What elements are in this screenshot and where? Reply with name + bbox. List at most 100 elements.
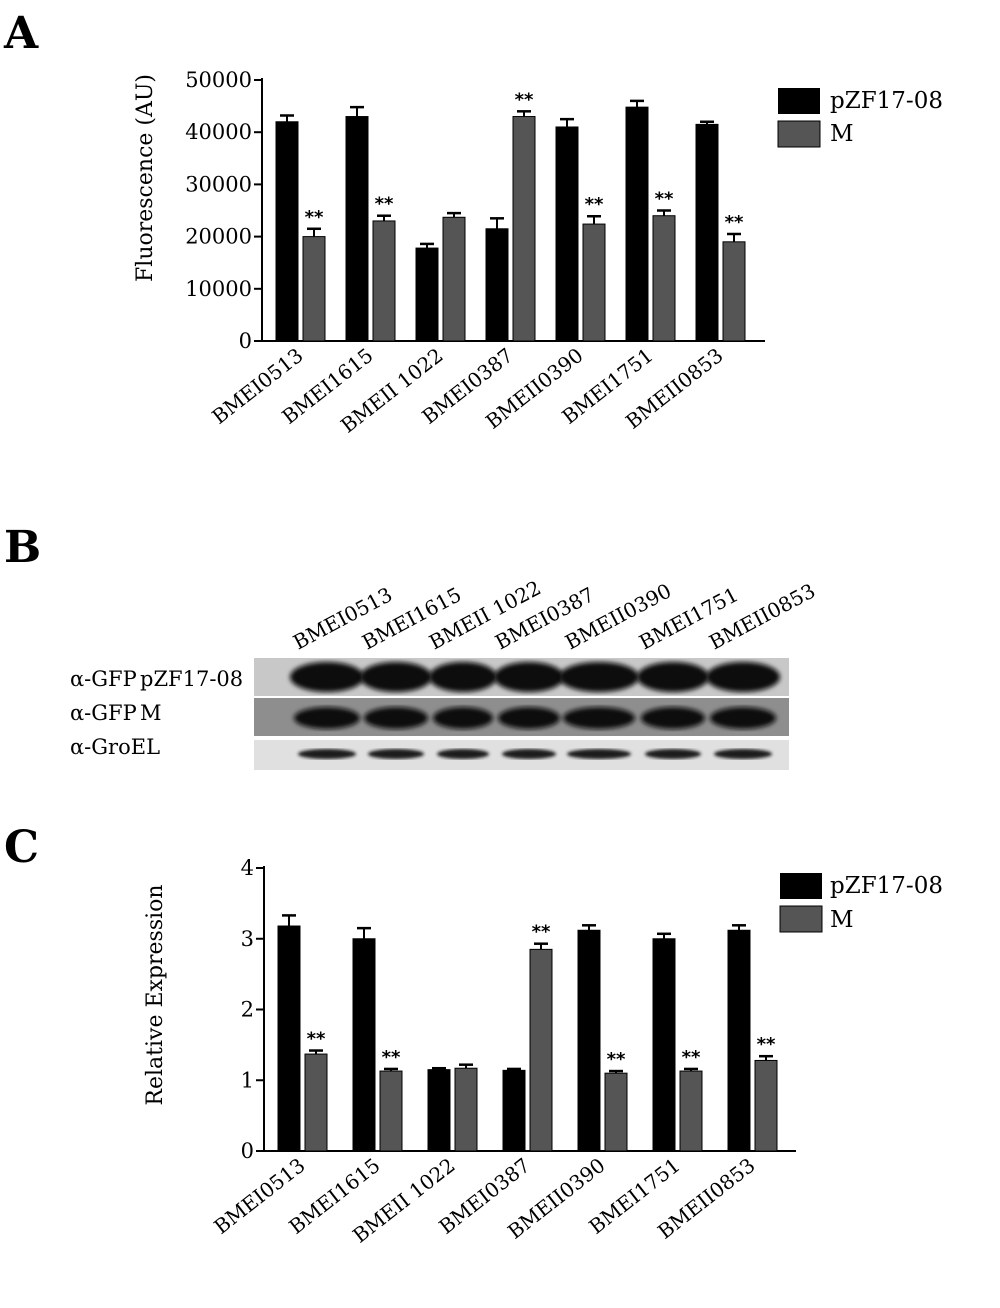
bar-pzf17-08-bmei1751 [652, 938, 676, 1152]
blot-row-3-antibody: α-GroEL [70, 735, 160, 759]
blot-band-groel-bmeii0390 [567, 749, 631, 759]
significance-marker: ** [305, 207, 324, 228]
y-tick-label: 3 [241, 927, 254, 951]
significance-marker: ** [725, 212, 744, 233]
significance-marker: ** [757, 1034, 776, 1055]
panel-letter-c: C [4, 822, 39, 873]
bar-m-bmei1615 [372, 220, 396, 342]
bar-m-bmeii0390 [604, 1072, 628, 1152]
blot-band-pzf17-08-bmei1615 [360, 662, 432, 692]
y-tick-label: 0 [241, 1139, 254, 1163]
bar-pzf17-08-bmei1751 [625, 106, 649, 342]
blot-row-1-sample: pZF17-08 [140, 667, 243, 691]
bar-pzf17-08-bmeii-1022 [427, 1069, 451, 1152]
blot-row-2-antibody: α-GFP [70, 701, 137, 725]
legend-swatch-pzf17-08 [780, 873, 822, 899]
significance-marker: ** [307, 1029, 326, 1050]
blot-band-pzf17-08-bmei1751 [637, 662, 709, 692]
blot-band-m-bmeii0390 [563, 707, 635, 729]
chart-c: Relative Expression 0 1 2 3 4 ** ** ** ** ** ** B… [143, 856, 943, 1248]
significance-marker: ** [382, 1047, 401, 1068]
blot-band-m-bmeii-1022 [433, 707, 493, 729]
bar-pzf17-08-bmeii0390 [577, 929, 601, 1152]
chart-c-legend: pZF17-08 M [779, 873, 943, 933]
bar-m-bmeii-1022 [442, 216, 466, 342]
bar-m-bmei1751 [652, 215, 676, 342]
blot-band-m-bmei0387 [498, 707, 560, 729]
significance-marker: ** [585, 194, 604, 215]
blot-band-groel-bmeii0853 [714, 749, 772, 759]
chart-a-axes: 0 10000 20000 30000 40000 50000 [185, 68, 765, 353]
bar-pzf17-08-bmei1615 [352, 938, 376, 1152]
bar-m-bmeii0853 [754, 1059, 778, 1152]
chart-c-y-axis-title: Relative Expression [143, 884, 168, 1105]
blot-band-pzf17-08-bmei0387 [494, 662, 564, 692]
legend-label-m: M [830, 907, 854, 933]
panel-letter-b: B [4, 522, 41, 573]
blot-bands [290, 662, 780, 759]
blot-band-groel-bmei1751 [645, 749, 701, 759]
significance-marker: ** [515, 89, 534, 110]
significance-marker: ** [655, 189, 674, 210]
bar-pzf17-08-bmeii0853 [695, 123, 719, 342]
bar-m-bmeii-1022 [454, 1067, 478, 1152]
significance-marker: ** [532, 922, 551, 943]
significance-marker: ** [375, 194, 394, 215]
blot-band-groel-bmei0387 [502, 749, 556, 759]
significance-marker: ** [682, 1047, 701, 1068]
legend-swatch-m [779, 905, 823, 933]
blot-band-m-bmei1751 [641, 707, 705, 729]
legend-label-m: M [830, 121, 854, 147]
bar-pzf17-08-bmeii-1022 [415, 247, 439, 342]
blot-band-pzf17-08-bmeii0853 [706, 662, 780, 692]
blot-band-groel-bmei1615 [368, 749, 424, 759]
chart-c-bars: ** ** ** ** ** ** [277, 914, 778, 1152]
chart-a: Fluorescence (AU) 0 10000 20000 30000 40000 5… [133, 68, 943, 438]
bar-pzf17-08-bmei0513 [277, 925, 301, 1152]
bar-m-bmei0513 [304, 1053, 328, 1152]
blot-band-pzf17-08-bmeii-1022 [429, 662, 497, 692]
bar-pzf17-08-bmeii0390 [555, 126, 579, 342]
blot-row-2-sample: M [140, 701, 162, 725]
y-tick-label: 10000 [185, 277, 252, 301]
blot-band-m-bmeii0853 [710, 707, 776, 729]
y-tick-label: 20000 [185, 225, 252, 249]
legend-swatch-m [777, 120, 821, 148]
bar-m-bmei1615 [379, 1070, 403, 1152]
bar-m-bmei0387 [512, 116, 536, 342]
blot-band-m-bmei1615 [364, 707, 428, 729]
panel-letter-a: A [3, 8, 39, 59]
blot-band-pzf17-08-bmeii0390 [559, 662, 639, 692]
y-tick-label: 50000 [185, 68, 252, 92]
bar-m-bmei0513 [302, 236, 326, 342]
y-tick-label: 0 [239, 329, 252, 353]
blot-band-groel-bmeii-1022 [437, 749, 489, 759]
legend-label-pzf17-08: pZF17-08 [830, 873, 943, 899]
blot-band-pzf17-08-bmei0513 [290, 662, 364, 692]
chart-a-y-axis-title: Fluorescence (AU) [133, 74, 158, 282]
bar-pzf17-08-bmei0387 [502, 1069, 526, 1152]
bar-m-bmei0387 [529, 948, 553, 1152]
bar-pzf17-08-bmei0387 [485, 228, 509, 342]
blot-band-m-bmei0513 [294, 707, 360, 729]
y-tick-label: 30000 [185, 172, 252, 196]
y-tick-label: 1 [241, 1068, 254, 1092]
bar-m-bmeii0390 [582, 223, 606, 342]
bar-m-bmei1751 [679, 1070, 703, 1152]
significance-marker: ** [607, 1049, 626, 1070]
legend-swatch-pzf17-08 [778, 88, 820, 114]
chart-a-legend: pZF17-08 M [777, 88, 943, 148]
y-tick-label: 4 [241, 856, 254, 880]
y-tick-label: 2 [241, 998, 254, 1022]
bar-pzf17-08-bmei1615 [345, 116, 369, 342]
bar-pzf17-08-bmeii0853 [727, 929, 751, 1152]
chart-a-bars: ** ** ** ** ** ** [275, 89, 746, 342]
blot-row-1-antibody: α-GFP [70, 667, 137, 691]
bar-m-bmeii0853 [722, 241, 746, 342]
y-tick-label: 40000 [185, 120, 252, 144]
